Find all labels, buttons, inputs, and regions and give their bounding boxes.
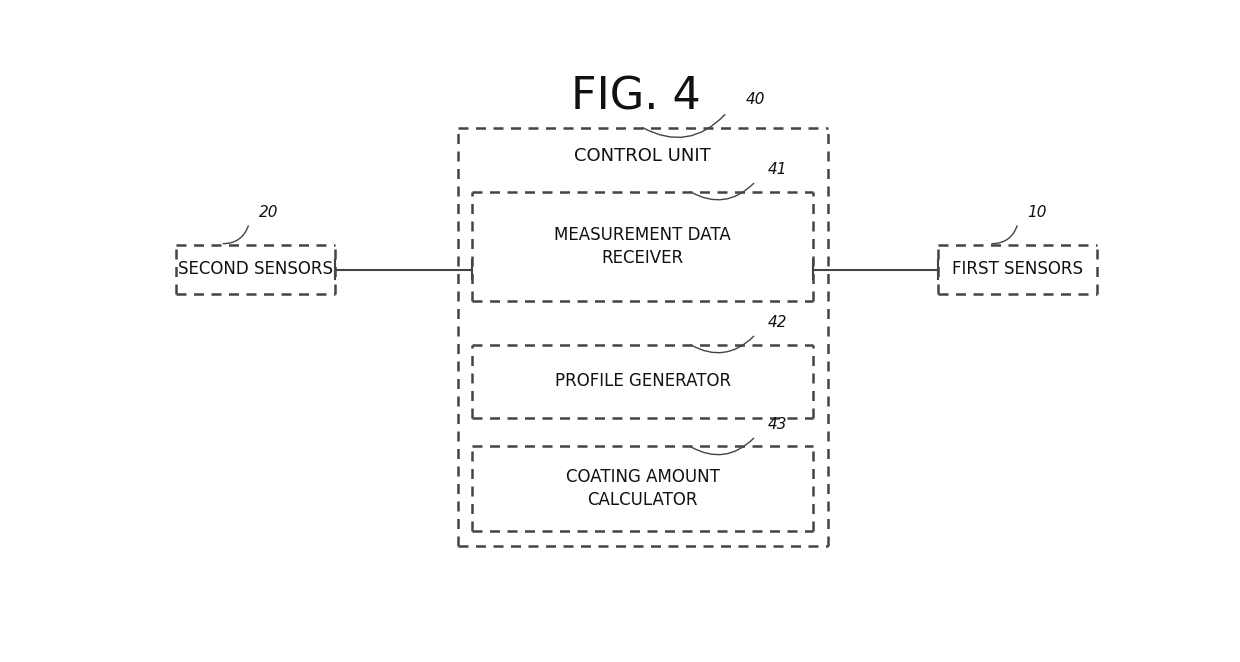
Text: 41: 41	[768, 162, 787, 177]
Text: FIRST SENSORS: FIRST SENSORS	[952, 260, 1083, 278]
Text: 42: 42	[768, 315, 787, 330]
Text: 20: 20	[259, 205, 278, 220]
Text: 43: 43	[768, 417, 787, 432]
Text: FIG. 4: FIG. 4	[570, 75, 701, 118]
Text: COATING AMOUNT
CALCULATOR: COATING AMOUNT CALCULATOR	[565, 468, 719, 509]
Text: 10: 10	[1028, 205, 1047, 220]
Text: 40: 40	[746, 93, 765, 107]
Text: PROFILE GENERATOR: PROFILE GENERATOR	[554, 373, 730, 391]
Text: MEASUREMENT DATA
RECEIVER: MEASUREMENT DATA RECEIVER	[554, 226, 732, 267]
Text: SECOND SENSORS: SECOND SENSORS	[177, 260, 332, 278]
Text: CONTROL UNIT: CONTROL UNIT	[574, 147, 711, 165]
